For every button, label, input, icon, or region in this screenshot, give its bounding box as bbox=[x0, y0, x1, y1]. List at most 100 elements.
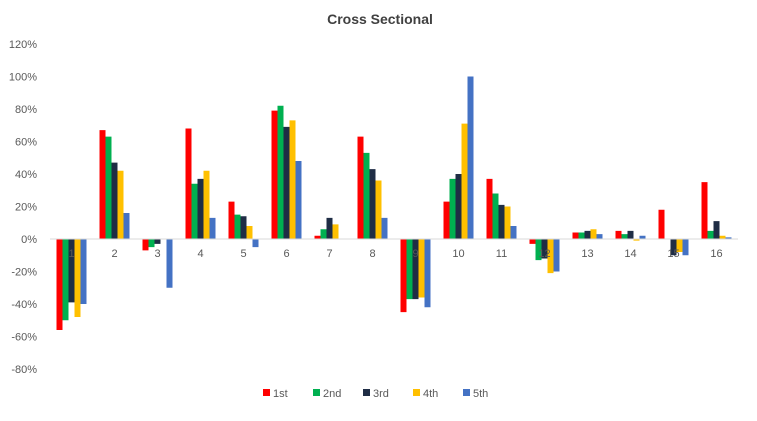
bar-5th-12 bbox=[553, 239, 560, 272]
x-tick-label: 2 bbox=[111, 248, 117, 260]
legend: 1st 2nd 3rd 4th 5th bbox=[263, 388, 488, 400]
bar-4th-10 bbox=[461, 123, 468, 239]
bar-2nd-7 bbox=[320, 229, 327, 239]
bar-4th-12 bbox=[547, 239, 554, 274]
y-tick-label: 100% bbox=[9, 72, 37, 84]
bar-5th-5 bbox=[252, 239, 259, 248]
y-axis-labels: -80% -60% -40% -20% 0% 20% 40% 60% 80% 100% 120% bbox=[9, 39, 37, 376]
bar-1st-7 bbox=[314, 235, 321, 239]
bar-1st-10 bbox=[443, 201, 450, 239]
bar-2nd-8 bbox=[363, 152, 370, 239]
bar-4th-7 bbox=[332, 224, 339, 239]
x-tick-label: 10 bbox=[452, 248, 464, 260]
bar-3rd-5 bbox=[240, 216, 247, 239]
bar-3rd-1 bbox=[68, 239, 75, 303]
x-tick-label: 6 bbox=[283, 248, 289, 260]
x-tick-label: 8 bbox=[369, 248, 375, 260]
bar-1st-16 bbox=[701, 182, 708, 239]
legend-label: 2nd bbox=[323, 388, 341, 400]
chart-title: Cross Sectional bbox=[327, 11, 433, 27]
bar-3rd-11 bbox=[498, 204, 505, 239]
bar-1st-4 bbox=[185, 128, 192, 239]
bar-1st-8 bbox=[357, 136, 364, 239]
x-tick-label: 15 bbox=[667, 248, 679, 260]
bar-1st-14 bbox=[615, 230, 622, 239]
bar-5th-4 bbox=[209, 217, 216, 239]
x-tick-label: 16 bbox=[710, 248, 722, 260]
legend-swatch-2nd bbox=[313, 389, 320, 396]
y-tick-label: -20% bbox=[11, 267, 37, 279]
bar-4th-1 bbox=[74, 239, 81, 317]
legend-swatch-4th bbox=[413, 389, 420, 396]
y-tick-label: 0% bbox=[21, 234, 37, 246]
y-tick-label: 80% bbox=[15, 104, 37, 116]
bar-2nd-1 bbox=[62, 239, 69, 321]
bar-5th-13 bbox=[596, 234, 603, 239]
legend-label: 5th bbox=[473, 388, 488, 400]
bar-3rd-4 bbox=[197, 178, 204, 239]
bar-1st-13 bbox=[572, 232, 579, 239]
bar-2nd-10 bbox=[449, 178, 456, 239]
x-tick-label: 13 bbox=[581, 248, 593, 260]
bar-5th-16 bbox=[725, 237, 732, 239]
bar-4th-6 bbox=[289, 120, 296, 239]
bar-3rd-15 bbox=[670, 239, 677, 256]
x-tick-label: 5 bbox=[240, 248, 246, 260]
bar-2nd-16 bbox=[707, 230, 714, 239]
legend-label: 4th bbox=[423, 388, 438, 400]
bar-2nd-11 bbox=[492, 193, 499, 239]
bar-3rd-16 bbox=[713, 221, 720, 239]
bar-2nd-14 bbox=[621, 234, 628, 239]
bar-4th-5 bbox=[246, 226, 253, 239]
x-tick-label: 9 bbox=[412, 248, 418, 260]
legend-swatch-1st bbox=[263, 389, 270, 396]
y-tick-label: -80% bbox=[11, 364, 37, 376]
bar-5th-15 bbox=[682, 239, 689, 256]
bar-5th-14 bbox=[639, 235, 646, 239]
bar-4th-13 bbox=[590, 229, 597, 239]
y-tick-label: -40% bbox=[11, 299, 37, 311]
bar-3rd-6 bbox=[283, 126, 290, 239]
bar-5th-2 bbox=[123, 213, 130, 239]
bar-5th-10 bbox=[467, 76, 474, 239]
bar-2nd-4 bbox=[191, 183, 198, 239]
bar-4th-14 bbox=[633, 239, 640, 241]
x-tick-label: 14 bbox=[624, 248, 636, 260]
bar-1st-5 bbox=[228, 201, 235, 239]
x-tick-label: 12 bbox=[538, 248, 550, 260]
bar-4th-11 bbox=[504, 206, 511, 239]
bar-3rd-14 bbox=[627, 230, 634, 239]
bar-3rd-10 bbox=[455, 174, 462, 239]
bar-1st-1 bbox=[56, 239, 63, 330]
bar-2nd-2 bbox=[105, 136, 112, 239]
y-tick-label: 40% bbox=[15, 169, 37, 181]
bar-2nd-3 bbox=[148, 239, 155, 248]
legend-swatch-3rd bbox=[363, 389, 370, 396]
bar-2nd-12 bbox=[535, 239, 542, 261]
bar-5th-1 bbox=[80, 239, 87, 304]
bar-3rd-3 bbox=[154, 239, 161, 244]
y-tick-label: 120% bbox=[9, 39, 37, 51]
bar-1st-9 bbox=[400, 239, 407, 313]
bar-4th-2 bbox=[117, 170, 124, 239]
bar-2nd-13 bbox=[578, 232, 585, 239]
legend-label: 1st bbox=[273, 388, 288, 400]
legend-swatch-5th bbox=[463, 389, 470, 396]
bar-1st-15 bbox=[658, 209, 665, 239]
bar-1st-2 bbox=[99, 130, 106, 239]
bar-4th-8 bbox=[375, 180, 382, 239]
bar-3rd-8 bbox=[369, 169, 376, 239]
legend-label: 3rd bbox=[373, 388, 389, 400]
bar-5th-8 bbox=[381, 217, 388, 239]
y-tick-label: 20% bbox=[15, 202, 37, 214]
bar-2nd-6 bbox=[277, 105, 284, 239]
bar-4th-15 bbox=[676, 239, 683, 252]
bar-2nd-5 bbox=[234, 214, 241, 239]
bar-5th-11 bbox=[510, 226, 517, 239]
bar-5th-3 bbox=[166, 239, 173, 288]
x-tick-label: 1 bbox=[68, 248, 74, 260]
bar-1st-12 bbox=[529, 239, 536, 244]
bar-3rd-13 bbox=[584, 230, 591, 239]
